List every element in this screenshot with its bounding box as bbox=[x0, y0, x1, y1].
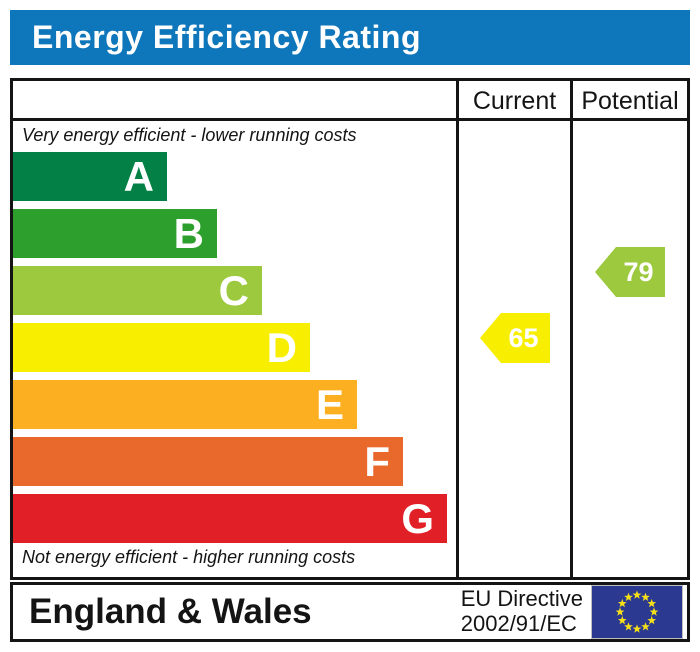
table-header-row bbox=[13, 81, 687, 121]
band-letter: A bbox=[123, 153, 154, 200]
current-rating-value: 65 bbox=[508, 322, 539, 353]
band-F: F bbox=[13, 437, 403, 486]
potential-rating-value: 79 bbox=[623, 256, 654, 287]
band-D: D bbox=[13, 323, 310, 372]
band-G: G bbox=[13, 494, 447, 543]
page-title: Energy Efficiency Rating bbox=[32, 19, 421, 55]
band-letter: C bbox=[218, 267, 249, 314]
footer-bar: England & Wales EU Directive 2002/91/EC bbox=[10, 582, 690, 642]
column-header-potential: Potential bbox=[581, 87, 679, 115]
rating-table: Current Potential Very energy efficient … bbox=[10, 78, 690, 580]
potential-rating-arrow: 79 bbox=[595, 247, 665, 297]
caption-very-efficient: Very energy efficient - lower running co… bbox=[22, 125, 357, 145]
band-A: A bbox=[13, 152, 167, 201]
band-B: B bbox=[13, 209, 217, 258]
caption-not-efficient: Not energy efficient - higher running co… bbox=[22, 547, 356, 567]
eu-directive-label: EU Directive 2002/91/EC bbox=[460, 586, 583, 636]
column-header-current: Current bbox=[472, 87, 557, 115]
band-E: E bbox=[13, 380, 357, 429]
column-divider-potential bbox=[570, 81, 573, 577]
band-letter: D bbox=[266, 324, 297, 371]
title-bar: Energy Efficiency Rating bbox=[10, 10, 690, 65]
band-letter: F bbox=[364, 438, 390, 485]
region-label: England & Wales bbox=[29, 592, 312, 631]
column-divider-current bbox=[456, 81, 459, 577]
eu-flag-icon bbox=[591, 585, 683, 639]
band-letter: G bbox=[401, 495, 434, 542]
current-rating-arrow: 65 bbox=[480, 313, 550, 363]
band-C: C bbox=[13, 266, 262, 315]
band-letter: B bbox=[173, 210, 204, 257]
band-letter: E bbox=[315, 381, 344, 428]
